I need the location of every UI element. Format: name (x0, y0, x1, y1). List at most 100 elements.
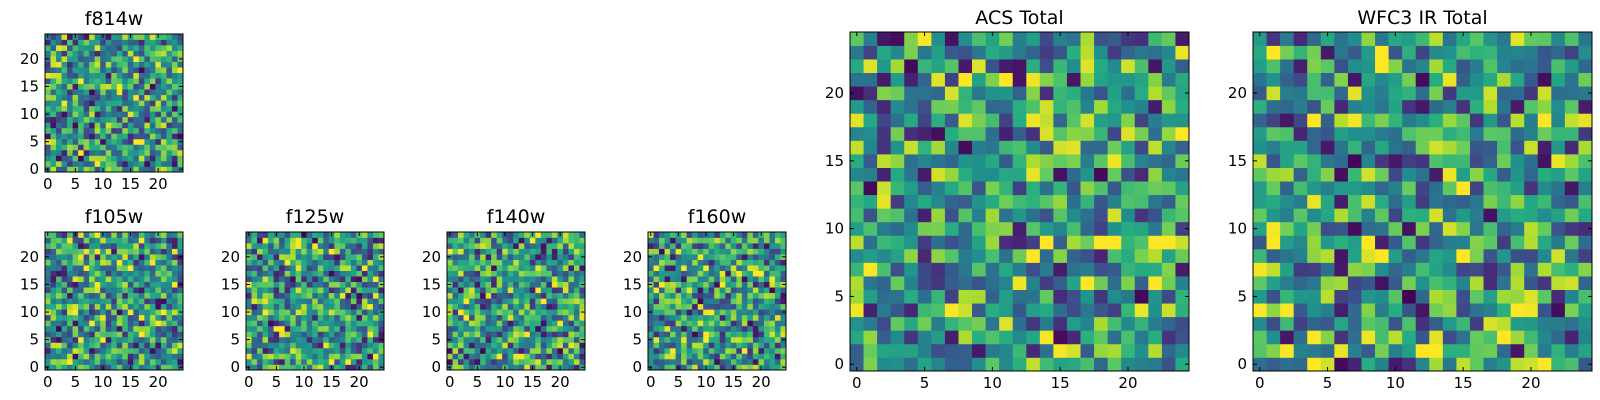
heatmap-cell (350, 298, 357, 305)
heatmap-cell (985, 330, 1000, 345)
y-tick-label: 20 (20, 50, 39, 68)
heatmap-cell (1469, 113, 1484, 128)
heatmap-cell (447, 292, 453, 299)
heatmap-cell (1388, 72, 1403, 87)
heatmap-cell (529, 248, 536, 255)
heatmap-cell (133, 292, 140, 299)
heatmap-cell (725, 364, 732, 371)
heatmap-cell (491, 248, 498, 255)
heatmap-cell (747, 320, 754, 327)
heatmap-cell (485, 298, 492, 305)
heatmap-cell (350, 320, 357, 327)
heatmap-cell (546, 314, 553, 321)
heatmap-cell (155, 320, 162, 327)
heatmap-cell (452, 364, 459, 371)
heatmap-cell (1094, 154, 1108, 168)
heatmap-cell (284, 254, 291, 260)
heatmap-cell (1280, 59, 1295, 74)
heatmap-cell (535, 254, 542, 260)
heatmap-cell (447, 270, 453, 277)
heatmap-cell (708, 309, 715, 316)
heatmap-cell (177, 248, 184, 255)
heatmap-cell (1121, 86, 1136, 101)
heatmap-cell (562, 309, 569, 316)
heatmap-cell (546, 248, 553, 255)
heatmap-cell (317, 254, 324, 260)
heatmap-cell (458, 347, 464, 354)
heatmap-cell (1121, 59, 1136, 74)
heatmap-cell (1161, 59, 1176, 74)
heatmap-cell (328, 265, 335, 271)
heatmap-cell (105, 122, 112, 129)
heatmap-cell (518, 298, 525, 305)
heatmap-cell (138, 133, 145, 140)
heatmap-cell (56, 50, 62, 57)
heatmap-cell (367, 270, 374, 277)
heatmap-cell (350, 342, 357, 349)
heatmap-cell (171, 237, 178, 244)
heatmap-cell (1053, 262, 1068, 277)
heatmap-cell (513, 298, 520, 305)
heatmap-cell (1307, 194, 1322, 209)
heatmap-cell (697, 276, 704, 283)
heatmap-cell (474, 248, 481, 255)
heatmap-cell (653, 303, 660, 310)
heatmap-cell (1134, 154, 1149, 168)
heatmap-cell (67, 127, 73, 134)
heatmap-cell (144, 45, 151, 51)
heatmap-cell (67, 166, 73, 173)
heatmap-cell (306, 292, 313, 299)
heatmap-cell (100, 72, 107, 79)
heatmap-cell (138, 34, 145, 40)
heatmap-cell (155, 347, 162, 354)
heatmap-cell (171, 281, 178, 288)
heatmap-cell (1375, 45, 1389, 60)
heatmap-cell (56, 292, 62, 299)
heatmap-cell (127, 281, 134, 288)
heatmap-cell (675, 292, 682, 299)
heatmap-cell (714, 320, 721, 327)
heatmap-cell (507, 298, 514, 305)
heatmap-cell (491, 265, 498, 271)
heatmap-cell (999, 303, 1014, 318)
heatmap-cell (1026, 208, 1041, 223)
heatmap-cell (367, 248, 374, 255)
heatmap-cell (664, 358, 671, 365)
heatmap-cell (94, 281, 101, 288)
heatmap-cell (653, 287, 660, 294)
heatmap-cell (67, 320, 73, 327)
heatmap-cell (904, 221, 919, 236)
heatmap-cell (1510, 126, 1525, 141)
heatmap-cell (284, 336, 291, 343)
heatmap-cell (681, 303, 687, 310)
heatmap-cell (111, 320, 118, 327)
heatmap-cell (480, 276, 486, 283)
heatmap-cell (1080, 167, 1095, 182)
heatmap-cell (116, 243, 123, 249)
heatmap-cell (177, 94, 184, 101)
heatmap-cell (1388, 167, 1403, 182)
heatmap-cell (944, 181, 959, 196)
heatmap-cell (83, 276, 90, 283)
x-tick-label: 10 (696, 373, 715, 391)
heatmap-cell (1456, 140, 1471, 155)
heatmap-cell (972, 221, 986, 236)
heatmap-cell (122, 61, 129, 68)
heatmap-cell (557, 298, 564, 305)
heatmap-cell (863, 235, 878, 250)
heatmap-cell (317, 353, 324, 360)
heatmap-cell (958, 59, 973, 74)
heatmap-cell (105, 358, 112, 365)
heatmap-cell (659, 353, 665, 360)
heatmap-cell (1334, 316, 1349, 331)
heatmap-cell (94, 166, 101, 173)
heatmap-cell (491, 353, 498, 360)
heatmap-cell (89, 100, 96, 107)
heatmap-cell (1320, 316, 1335, 331)
heatmap-cell (708, 237, 715, 244)
heatmap-cell (648, 259, 654, 266)
heatmap-cell (177, 72, 184, 79)
heatmap-cell (50, 138, 57, 145)
heatmap-cell (111, 292, 118, 299)
heatmap-cell (513, 259, 520, 266)
